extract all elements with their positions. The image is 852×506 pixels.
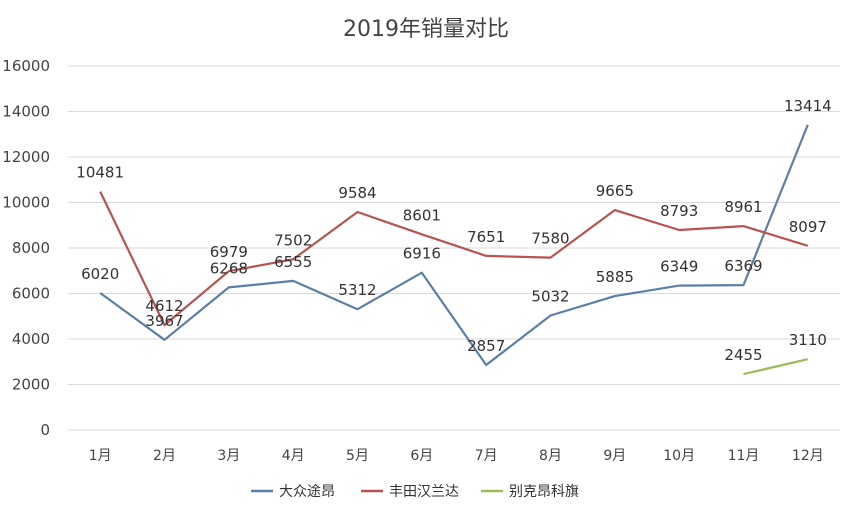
y-tick-label: 0 [40,421,50,439]
y-tick-label: 8000 [12,239,50,257]
x-tick-label: 7月 [475,448,498,464]
x-tick-label: 3月 [217,448,240,464]
data-labels: 6020 3967 6268 6555 5312 6916 2857 5032 5885 6349… [76,97,831,364]
data-label: 5032 [531,288,569,306]
x-tick-label: 4月 [282,448,305,464]
legend-item: 别克昂科旗 [481,484,579,500]
x-tick-label: 10月 [663,448,695,464]
legend-label: 别克昂科旗 [509,484,579,500]
data-label: 2455 [724,346,762,364]
legend-item: 丰田汉兰达 [361,484,459,500]
data-label: 13414 [784,97,832,115]
x-tick-label: 9月 [603,448,626,464]
data-label: 3967 [145,312,183,330]
data-label: 2857 [467,337,505,355]
data-label: 8793 [660,202,698,220]
x-tick-label: 8月 [539,448,562,464]
y-tick-label: 12000 [2,148,50,166]
legend-label: 丰田汉兰达 [389,484,459,500]
data-label: 8601 [403,206,441,224]
x-tick-label: 12月 [792,448,824,464]
x-tick-label: 2月 [153,448,176,464]
data-label: 6979 [210,243,248,261]
gridlines [68,65,840,431]
legend: 大众途昂 丰田汉兰达 别克昂科旗 [251,483,579,500]
x-tick-label: 5月 [346,448,369,464]
series-line [99,124,809,367]
data-label: 7651 [467,228,505,246]
chart-title: 2019年销量对比 [343,17,509,42]
legend-item: 大众途昂 [251,483,335,500]
data-label: 5312 [338,281,376,299]
x-axis-ticks: 1月 2月 3月 4月 5月 6月 7月 8月 9月 10月 11月 12月 [89,448,824,464]
data-label: 6555 [274,253,312,271]
data-label: 6916 [403,245,441,263]
y-tick-label: 2000 [12,376,50,394]
data-label: 8961 [724,198,762,216]
data-label: 7580 [531,230,569,248]
data-label: 6268 [210,259,248,277]
y-tick-label: 10000 [2,194,50,212]
data-label: 6349 [660,258,698,276]
x-tick-label: 6月 [410,448,433,464]
data-label: 7502 [274,231,312,249]
data-label: 6020 [81,265,119,283]
y-tick-label: 16000 [2,57,50,75]
x-tick-label: 1月 [89,448,112,464]
y-tick-label: 14000 [2,103,50,121]
data-label: 10481 [76,164,124,182]
series-line [743,358,809,376]
y-tick-label: 4000 [12,330,50,348]
data-label: 8097 [789,218,827,236]
x-tick-label: 11月 [728,448,760,464]
data-label: 5885 [596,268,634,286]
data-label: 9665 [596,182,634,200]
data-label: 6369 [724,257,762,275]
data-label: 4612 [145,297,183,315]
series-lines [99,124,809,376]
series-line [99,191,809,327]
legend-label: 大众途昂 [279,483,335,500]
y-tick-label: 6000 [12,285,50,303]
data-label: 3110 [789,331,827,349]
data-label: 9584 [338,184,376,202]
y-axis-ticks: 0 2000 4000 6000 8000 10000 12000 14000 16000 [2,57,50,439]
